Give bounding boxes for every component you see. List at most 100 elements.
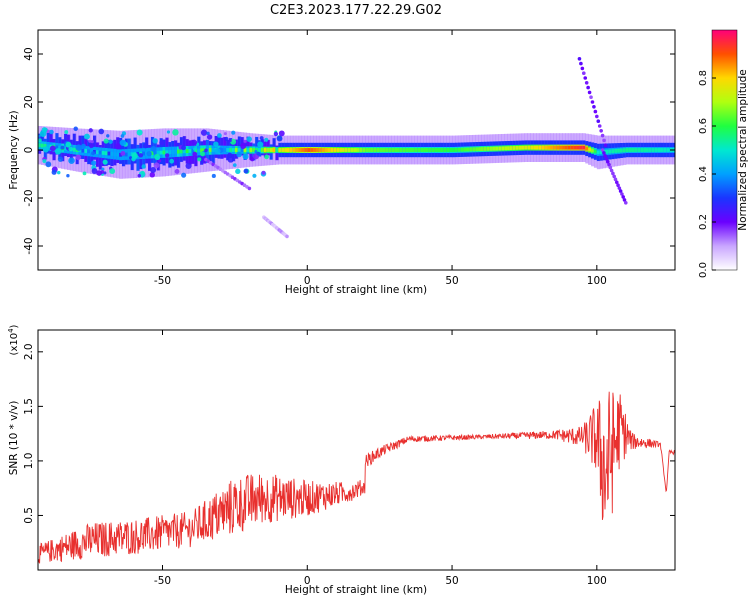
spectrogram-peak-cell xyxy=(333,148,337,152)
spectrogram-speckle xyxy=(242,153,249,160)
spectrogram-streak-dot xyxy=(612,174,616,179)
spectrogram-peak-cell xyxy=(394,148,398,152)
spectrogram-peak-cell xyxy=(556,145,560,150)
spectrogram-body-cell xyxy=(246,136,250,155)
colorbar-ticks: 0.0 0.2 0.4 0.6 0.8 xyxy=(698,70,716,278)
spectrogram-peak-cell xyxy=(336,148,340,152)
spectrogram-peak-cell xyxy=(608,149,612,154)
spectrogram-peak-cell xyxy=(559,145,563,150)
spectrogram-speckle xyxy=(192,151,198,157)
spectrogram-peak-cell xyxy=(408,148,413,152)
spectrogram-speckle xyxy=(98,128,105,135)
spectrogram-peak-cell xyxy=(530,145,534,150)
spectrogram-speckle xyxy=(101,167,105,171)
spectrogram-peak-cell xyxy=(234,148,239,152)
spectrogram-speckle xyxy=(66,174,70,178)
spectrogram-peak-cell xyxy=(660,148,665,152)
y-tick-label: 40 xyxy=(23,47,35,60)
spectrogram-peak-cell xyxy=(116,152,120,157)
spectrogram-peak-cell xyxy=(564,145,569,150)
spectrogram-peak-cell xyxy=(168,150,172,154)
spectrogram-speckle xyxy=(60,145,65,150)
spectrogram-peak-cell xyxy=(287,148,291,152)
spectrogram-speckle xyxy=(236,151,242,158)
spectrogram-speckle xyxy=(150,146,157,152)
spectrogram-speckle xyxy=(166,130,171,134)
spectrogram-axes: -50 0 50 100 -40 -20 0 20 40 xyxy=(23,30,675,287)
spectrogram-peak-cell xyxy=(72,147,77,152)
spectrogram-speckle xyxy=(64,130,69,135)
snr-xlabel: Height of straight line (km) xyxy=(285,584,427,596)
spectrogram-streak-dot xyxy=(593,109,598,114)
spectrogram-peak-cell xyxy=(481,147,485,151)
spectrogram-peak-cell xyxy=(379,148,384,152)
spectrogram-peak-cell xyxy=(365,148,369,152)
spectrogram-peak-cell xyxy=(127,152,132,157)
spectrogram-speckle xyxy=(136,129,143,136)
spectrogram-peak-cell xyxy=(417,148,421,152)
spectrogram-peak-cell xyxy=(397,148,401,152)
spectrogram-peak-cell xyxy=(425,148,430,152)
spectrogram-peak-cell xyxy=(504,146,508,151)
spectrogram-streak-dot xyxy=(602,138,606,143)
spectrogram-peak-cell xyxy=(501,146,505,151)
spectrogram-peak-cell xyxy=(113,152,117,157)
spectrogram-speckle xyxy=(228,138,232,143)
spectrogram-peak-cell xyxy=(301,148,305,152)
spectrogram-peak-cell xyxy=(258,148,262,152)
spectrogram-peak-cell xyxy=(275,148,279,152)
spectrogram-speckle xyxy=(88,128,93,133)
spectrogram-streak-dot xyxy=(600,148,605,152)
spectrogram-peak-cell xyxy=(321,148,326,152)
spectrogram-peak-cell xyxy=(382,148,387,152)
spectrogram-peak-cell xyxy=(469,147,473,152)
spectrogram-speckle xyxy=(257,141,264,148)
spectrogram-speckle xyxy=(49,129,54,135)
spectrogram-peak-cell xyxy=(449,148,453,152)
spectrogram-ylabel: Frequency (Hz) xyxy=(8,110,20,189)
spectrogram-speckle xyxy=(172,129,179,136)
spectrogram-peak-cell xyxy=(567,145,572,150)
spectrogram-speckle xyxy=(119,139,127,147)
spectrogram-peak-cell xyxy=(40,143,45,148)
spectrogram-speckle xyxy=(115,143,122,150)
spectrogram-speckle xyxy=(90,140,94,144)
y-tick-label: 0.5 xyxy=(23,507,35,524)
y-tick-label: -20 xyxy=(23,189,35,206)
spectrogram-peak-cell xyxy=(95,150,100,155)
spectrogram-peak-cell xyxy=(625,148,630,152)
spectrogram-peak-cell xyxy=(457,147,462,152)
spectrogram-peak-cell xyxy=(466,147,471,152)
spectrogram-body-cell xyxy=(40,130,45,151)
spectrogram-speckle xyxy=(131,156,136,162)
snr-panel: -50 0 50 100 0.5 1.0 1.5 2.0 Height of straight… xyxy=(7,324,676,596)
spectrogram-speckle xyxy=(273,131,279,137)
spectrogram-peak-cell xyxy=(498,146,502,151)
spectrogram-peak-cell xyxy=(185,149,190,154)
spectrogram-peak-cell xyxy=(495,146,499,151)
spectrogram-peak-cell xyxy=(576,145,581,150)
spectrogram-peak-cell xyxy=(405,148,410,152)
spectrogram-streak-dot xyxy=(596,119,601,123)
spectrogram-streak-dot xyxy=(603,154,607,158)
spectrogram-peak-cell xyxy=(370,148,375,152)
spectrogram-peak-cell xyxy=(208,148,213,152)
spectrogram-speckle xyxy=(174,169,180,174)
spectrogram-speckle xyxy=(185,162,192,169)
spectrogram-speckle xyxy=(264,137,269,142)
spectrogram-speckle xyxy=(91,168,98,174)
spectrogram-streak-dot xyxy=(583,76,588,80)
spectrogram-streak-dot xyxy=(613,177,618,182)
spectrogram-speckle xyxy=(264,154,269,160)
spectrogram-speckle xyxy=(102,159,108,165)
colorbar: 0.0 0.2 0.4 0.6 0.8 Normalized spectral ampl… xyxy=(698,29,749,278)
x-tick-label: -50 xyxy=(154,275,171,287)
spectrogram-streak-dot xyxy=(616,183,620,187)
spectrogram-speckle xyxy=(206,131,210,136)
spectrogram-peak-cell xyxy=(356,148,360,152)
spectrogram-body-cell xyxy=(675,143,678,157)
spectrogram-speckle xyxy=(200,129,208,136)
spectrogram-speckle xyxy=(141,171,145,175)
spectrogram-peak-cell xyxy=(593,149,598,154)
spectrogram-peak-cell xyxy=(605,149,610,154)
